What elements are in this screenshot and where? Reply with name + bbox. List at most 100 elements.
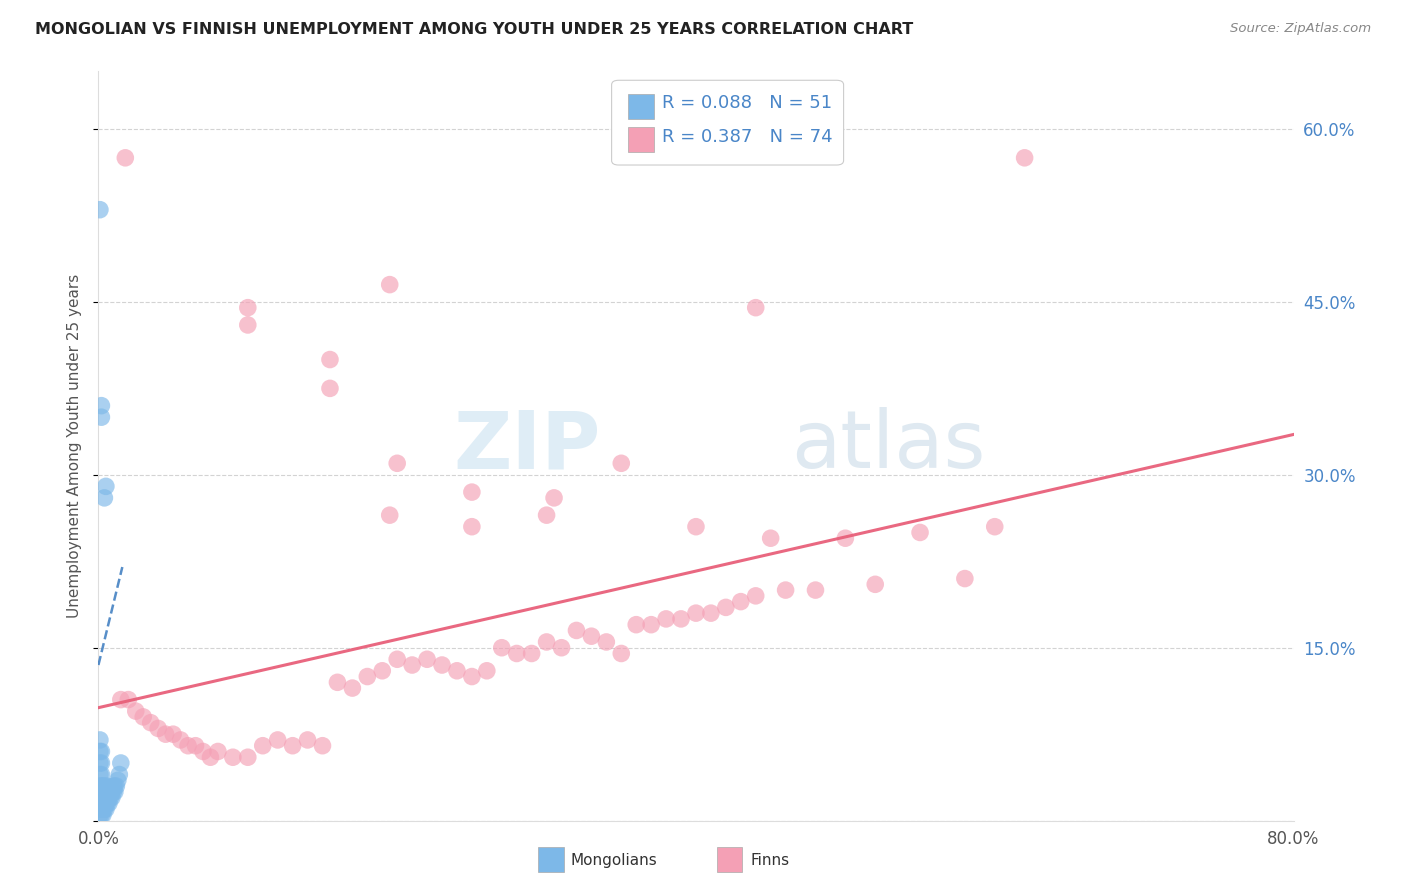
Point [98, 785, 122, 799]
Point [89, 756, 111, 770]
Point [252, 739, 274, 753]
Text: ZIP: ZIP [453, 407, 600, 485]
Point [98, 790, 122, 805]
Point [550, 640, 572, 655]
Text: R = 0.387   N = 74: R = 0.387 N = 74 [662, 128, 832, 146]
Point [148, 722, 170, 736]
Point [461, 519, 484, 533]
Point [385, 456, 409, 470]
Point [416, 652, 439, 666]
Point [745, 301, 768, 315]
Point [125, 704, 148, 718]
Point [326, 675, 349, 690]
Point [103, 779, 125, 793]
Point [640, 617, 662, 632]
Point [110, 756, 132, 770]
Point [177, 739, 200, 753]
Point [107, 773, 129, 788]
Point [90, 399, 112, 413]
Point [110, 692, 132, 706]
Point [105, 779, 128, 793]
Point [356, 669, 378, 683]
Point [90, 410, 112, 425]
Point [94, 479, 117, 493]
Point [89, 779, 111, 793]
Point [90, 767, 112, 781]
Point [103, 785, 125, 799]
Point [200, 750, 222, 764]
Point [342, 681, 364, 695]
Point [430, 658, 453, 673]
Point [908, 525, 931, 540]
Point [953, 572, 976, 586]
Point [461, 485, 484, 500]
Point [236, 318, 259, 332]
Point [865, 577, 887, 591]
Point [319, 352, 342, 367]
Text: Finns: Finns [751, 854, 790, 868]
Point [267, 733, 290, 747]
Text: MONGOLIAN VS FINNISH UNEMPLOYMENT AMONG YOUTH UNDER 25 YEARS CORRELATION CHART: MONGOLIAN VS FINNISH UNEMPLOYMENT AMONG … [35, 22, 914, 37]
Point [89, 202, 111, 217]
Point [626, 617, 648, 632]
Point [207, 744, 229, 758]
Point [89, 733, 111, 747]
Point [90, 790, 112, 805]
Point [93, 797, 115, 811]
Point [610, 647, 633, 661]
Point [93, 802, 115, 816]
Point [96, 790, 118, 805]
Point [89, 744, 111, 758]
Point [491, 640, 513, 655]
Point [93, 790, 115, 805]
Point [685, 519, 707, 533]
Point [89, 767, 111, 781]
Point [94, 785, 117, 799]
Point [101, 785, 124, 799]
Point [91, 802, 114, 816]
Point [461, 669, 484, 683]
Point [91, 785, 114, 799]
Point [565, 624, 588, 638]
Point [378, 277, 401, 292]
Point [655, 612, 678, 626]
Point [97, 790, 120, 805]
Point [543, 491, 565, 505]
Point [96, 785, 118, 799]
Point [90, 808, 112, 822]
Point [104, 779, 127, 793]
Point [96, 779, 118, 793]
Point [89, 802, 111, 816]
Point [700, 606, 723, 620]
Point [311, 739, 333, 753]
Point [90, 785, 112, 799]
Point [446, 664, 468, 678]
Point [520, 647, 543, 661]
Point [90, 797, 112, 811]
Point [90, 744, 112, 758]
Point [93, 491, 115, 505]
Text: Mongolians: Mongolians [571, 854, 658, 868]
Point [101, 790, 124, 805]
Point [236, 301, 259, 315]
Point [685, 606, 707, 620]
Point [281, 739, 304, 753]
Point [90, 779, 112, 793]
Point [371, 664, 394, 678]
Point [745, 589, 768, 603]
Point [184, 739, 207, 753]
Point [155, 727, 177, 741]
Point [385, 652, 409, 666]
Text: atlas: atlas [792, 407, 986, 485]
Point [91, 790, 114, 805]
Point [610, 456, 633, 470]
Point [401, 658, 423, 673]
Point [91, 797, 114, 811]
Point [89, 808, 111, 822]
Y-axis label: Unemployment Among Youth under 25 years: Unemployment Among Youth under 25 years [67, 274, 83, 618]
Point [93, 785, 115, 799]
Point [97, 797, 120, 811]
Point [475, 664, 498, 678]
Point [114, 151, 136, 165]
Point [759, 531, 782, 545]
